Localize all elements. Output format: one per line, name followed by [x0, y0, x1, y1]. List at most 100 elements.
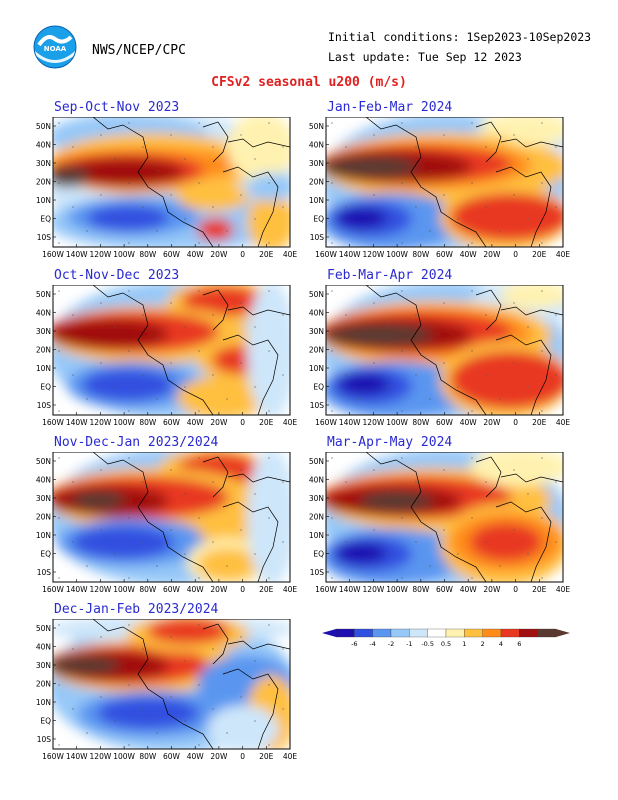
longitude-label: 0 [513, 250, 518, 259]
latitude-label: 40N [309, 309, 324, 318]
latitude-label: 50N [36, 122, 51, 131]
latitude-label: 20N [36, 346, 51, 355]
longitude-label: 0 [240, 585, 245, 594]
longitude-label: 40W [187, 418, 205, 427]
longitude-label: 120W [90, 752, 112, 761]
longitude-label: 40W [460, 418, 478, 427]
latitude-label: 20N [36, 513, 51, 522]
longitude-label: 100W [113, 752, 135, 761]
longitude-label: 120W [363, 585, 385, 594]
latitude-label: 20N [309, 346, 324, 355]
longitude-label: 20W [210, 585, 228, 594]
longitude-label: 160W [42, 418, 64, 427]
longitude-label: 60W [163, 752, 181, 761]
latitude-label: 40N [309, 476, 324, 485]
colorbar-segment [354, 628, 373, 638]
colorbar-segment [445, 628, 465, 638]
longitude-label: 20W [210, 250, 228, 259]
latitude-label: 10S [37, 401, 52, 410]
longitude-label: 40W [460, 250, 478, 259]
latitude-label: EQ [40, 717, 51, 726]
longitude-label: 60W [163, 250, 181, 259]
latitude-label: 30N [36, 327, 51, 336]
noaa-logo: NOAA [33, 25, 77, 69]
colorbar-segment [427, 628, 447, 638]
latitude-label: 40N [36, 643, 51, 652]
longitude-label: 40E [283, 418, 298, 427]
colorbar-label: 1 [462, 640, 466, 648]
longitude-label: 80W [139, 585, 157, 594]
longitude-label: 140W [66, 585, 88, 594]
longitude-label: 100W [386, 250, 408, 259]
longitude-label: 140W [339, 250, 361, 259]
latitude-label: 10N [36, 364, 51, 373]
longitude-label: 160W [42, 752, 64, 761]
longitude-label: 20E [532, 418, 547, 427]
colorbar-segment [519, 628, 538, 638]
longitude-label: 100W [113, 250, 135, 259]
longitude-label: 140W [66, 752, 88, 761]
latitude-label: 30N [36, 661, 51, 670]
longitude-label: 40E [283, 250, 298, 259]
latitude-label: 40N [36, 309, 51, 318]
longitude-label: 60W [163, 585, 181, 594]
longitude-label: 20W [483, 418, 501, 427]
latitude-label: 40N [309, 141, 324, 150]
longitude-label: 160W [42, 585, 64, 594]
initial-conditions: Initial conditions: 1Sep2023-10Sep2023 [328, 30, 592, 44]
longitude-label: 0 [240, 250, 245, 259]
longitude-label: 120W [363, 418, 385, 427]
panel-title: Feb-Mar-Apr 2024 [327, 268, 453, 283]
longitude-label: 100W [113, 585, 135, 594]
longitude-label: 20E [259, 418, 274, 427]
colorbar-segment [372, 628, 392, 638]
longitude-label: 40E [283, 752, 298, 761]
latitude-label: 30N [309, 327, 324, 336]
latitude-label: 10N [309, 196, 324, 205]
svg-text:NOAA: NOAA [44, 45, 67, 53]
latitude-label: 10N [36, 698, 51, 707]
longitude-label: 160W [42, 250, 64, 259]
longitude-label: 80W [139, 250, 157, 259]
longitude-label: 20E [259, 752, 274, 761]
panel-title: Oct-Nov-Dec 2023 [54, 268, 180, 283]
colorbar-segment [409, 628, 428, 638]
latitude-label: 20N [36, 178, 51, 187]
panel-title: Mar-Apr-May 2024 [327, 435, 453, 450]
latitude-label: 50N [309, 290, 324, 299]
colorbar-segment [537, 628, 557, 638]
latitude-label: 50N [36, 457, 51, 466]
longitude-label: 60W [163, 418, 181, 427]
latitude-label: 30N [36, 494, 51, 503]
latitude-label: 10S [37, 233, 52, 242]
longitude-label: 100W [386, 418, 408, 427]
longitude-label: 0 [513, 585, 518, 594]
longitude-label: 60W [436, 418, 454, 427]
latitude-label: EQ [313, 215, 324, 224]
map-panel: 50N 40N 30N 20N 10N EQ 10S 160W 140W 120W 100W 80W 6… [36, 452, 297, 594]
colorbar-label: -0.5 [421, 640, 434, 648]
longitude-label: 20W [483, 585, 501, 594]
longitude-label: 60W [436, 250, 454, 259]
longitude-label: 40E [556, 585, 571, 594]
longitude-label: 120W [90, 250, 112, 259]
longitude-label: 40E [556, 250, 571, 259]
latitude-label: 10N [309, 531, 324, 540]
longitude-label: 20W [210, 752, 228, 761]
latitude-label: EQ [313, 550, 324, 559]
latitude-label: 40N [36, 476, 51, 485]
latitude-label: 10N [36, 196, 51, 205]
longitude-label: 20W [483, 250, 501, 259]
panel-title: Nov-Dec-Jan 2023/2024 [54, 435, 219, 450]
panel-title: Jan-Feb-Mar 2024 [327, 100, 453, 115]
longitude-label: 20E [532, 585, 547, 594]
colorbar-label: -6 [351, 640, 357, 648]
latitude-label: 10N [36, 531, 51, 540]
latitude-label: 30N [309, 494, 324, 503]
longitude-label: 40E [556, 418, 571, 427]
map-panel: 50N 40N 30N 20N 10N EQ 10S 160W 140W 120W 100W 80W 6… [309, 117, 571, 259]
colorbar-segment [500, 628, 520, 638]
latitude-label: 10S [37, 568, 52, 577]
latitude-label: 30N [309, 159, 324, 168]
colorbar-segment [390, 628, 410, 638]
